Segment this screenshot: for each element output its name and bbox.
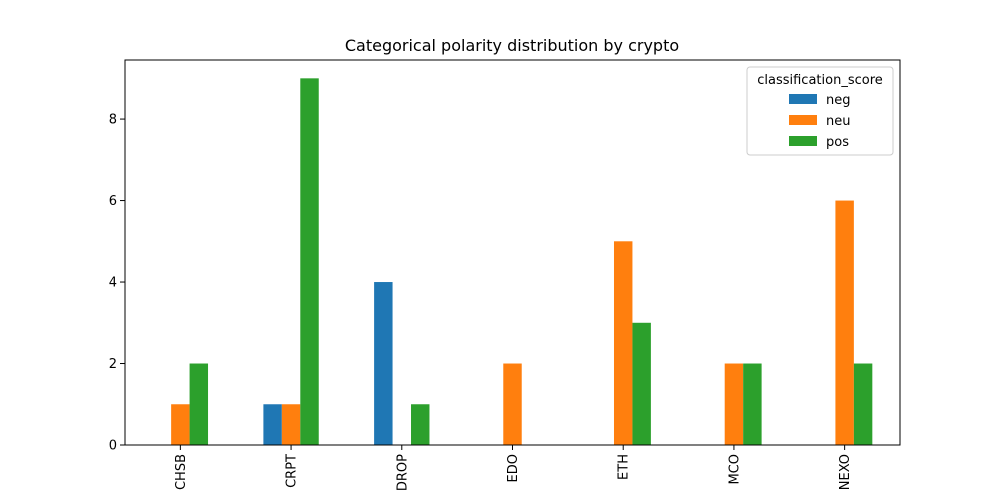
bar-chsb-neu xyxy=(171,404,190,445)
x-tick-label-edo: EDO xyxy=(506,454,521,482)
chart-title: Categorical polarity distribution by cry… xyxy=(345,36,679,55)
bar-eth-pos xyxy=(632,322,651,445)
legend-label-pos: pos xyxy=(826,135,849,150)
bar-mco-pos xyxy=(743,363,762,445)
y-tick-label: 8 xyxy=(109,113,117,128)
x-tick-label-nexo: NEXO xyxy=(838,454,853,490)
x-axis: CHSB CRPT DROP EDO ETH MCO NEXO xyxy=(174,445,853,491)
x-tick-label-drop: DROP xyxy=(395,454,410,491)
legend-label-neu: neu xyxy=(826,114,850,129)
legend-swatch-neg xyxy=(789,94,817,104)
bar-drop-pos xyxy=(411,404,430,445)
x-tick-label-eth: ETH xyxy=(617,454,632,480)
y-axis: 0 2 4 6 8 xyxy=(109,113,125,454)
bar-nexo-neu xyxy=(835,200,854,445)
legend-swatch-neu xyxy=(789,115,817,125)
legend-swatch-pos xyxy=(789,136,817,146)
y-tick-label: 4 xyxy=(109,276,117,291)
y-tick-label: 6 xyxy=(109,194,117,209)
plot-area xyxy=(171,78,873,445)
bar-mco-neu xyxy=(724,363,744,445)
x-tick-label-mco: MCO xyxy=(727,454,742,485)
bar-crpt-pos xyxy=(300,78,319,445)
x-tick-label-chsb: CHSB xyxy=(174,454,189,490)
legend-title: classification_score xyxy=(757,73,883,88)
bar-crpt-neg xyxy=(263,404,282,445)
y-tick-label: 2 xyxy=(109,357,117,372)
bar-nexo-pos xyxy=(853,363,873,445)
y-tick-label: 0 xyxy=(109,439,117,454)
legend-frame xyxy=(746,66,894,156)
legend-label-neg: neg xyxy=(826,93,851,108)
x-tick-label-crpt: CRPT xyxy=(285,454,300,488)
bar-drop-neg xyxy=(374,282,393,445)
bar-eth-neu xyxy=(613,241,633,445)
bar-edo-neu xyxy=(503,363,522,445)
bar-crpt-neu xyxy=(281,404,301,445)
legend: classification_score neg neu pos xyxy=(746,66,894,156)
bar-chsb-pos xyxy=(189,363,209,445)
